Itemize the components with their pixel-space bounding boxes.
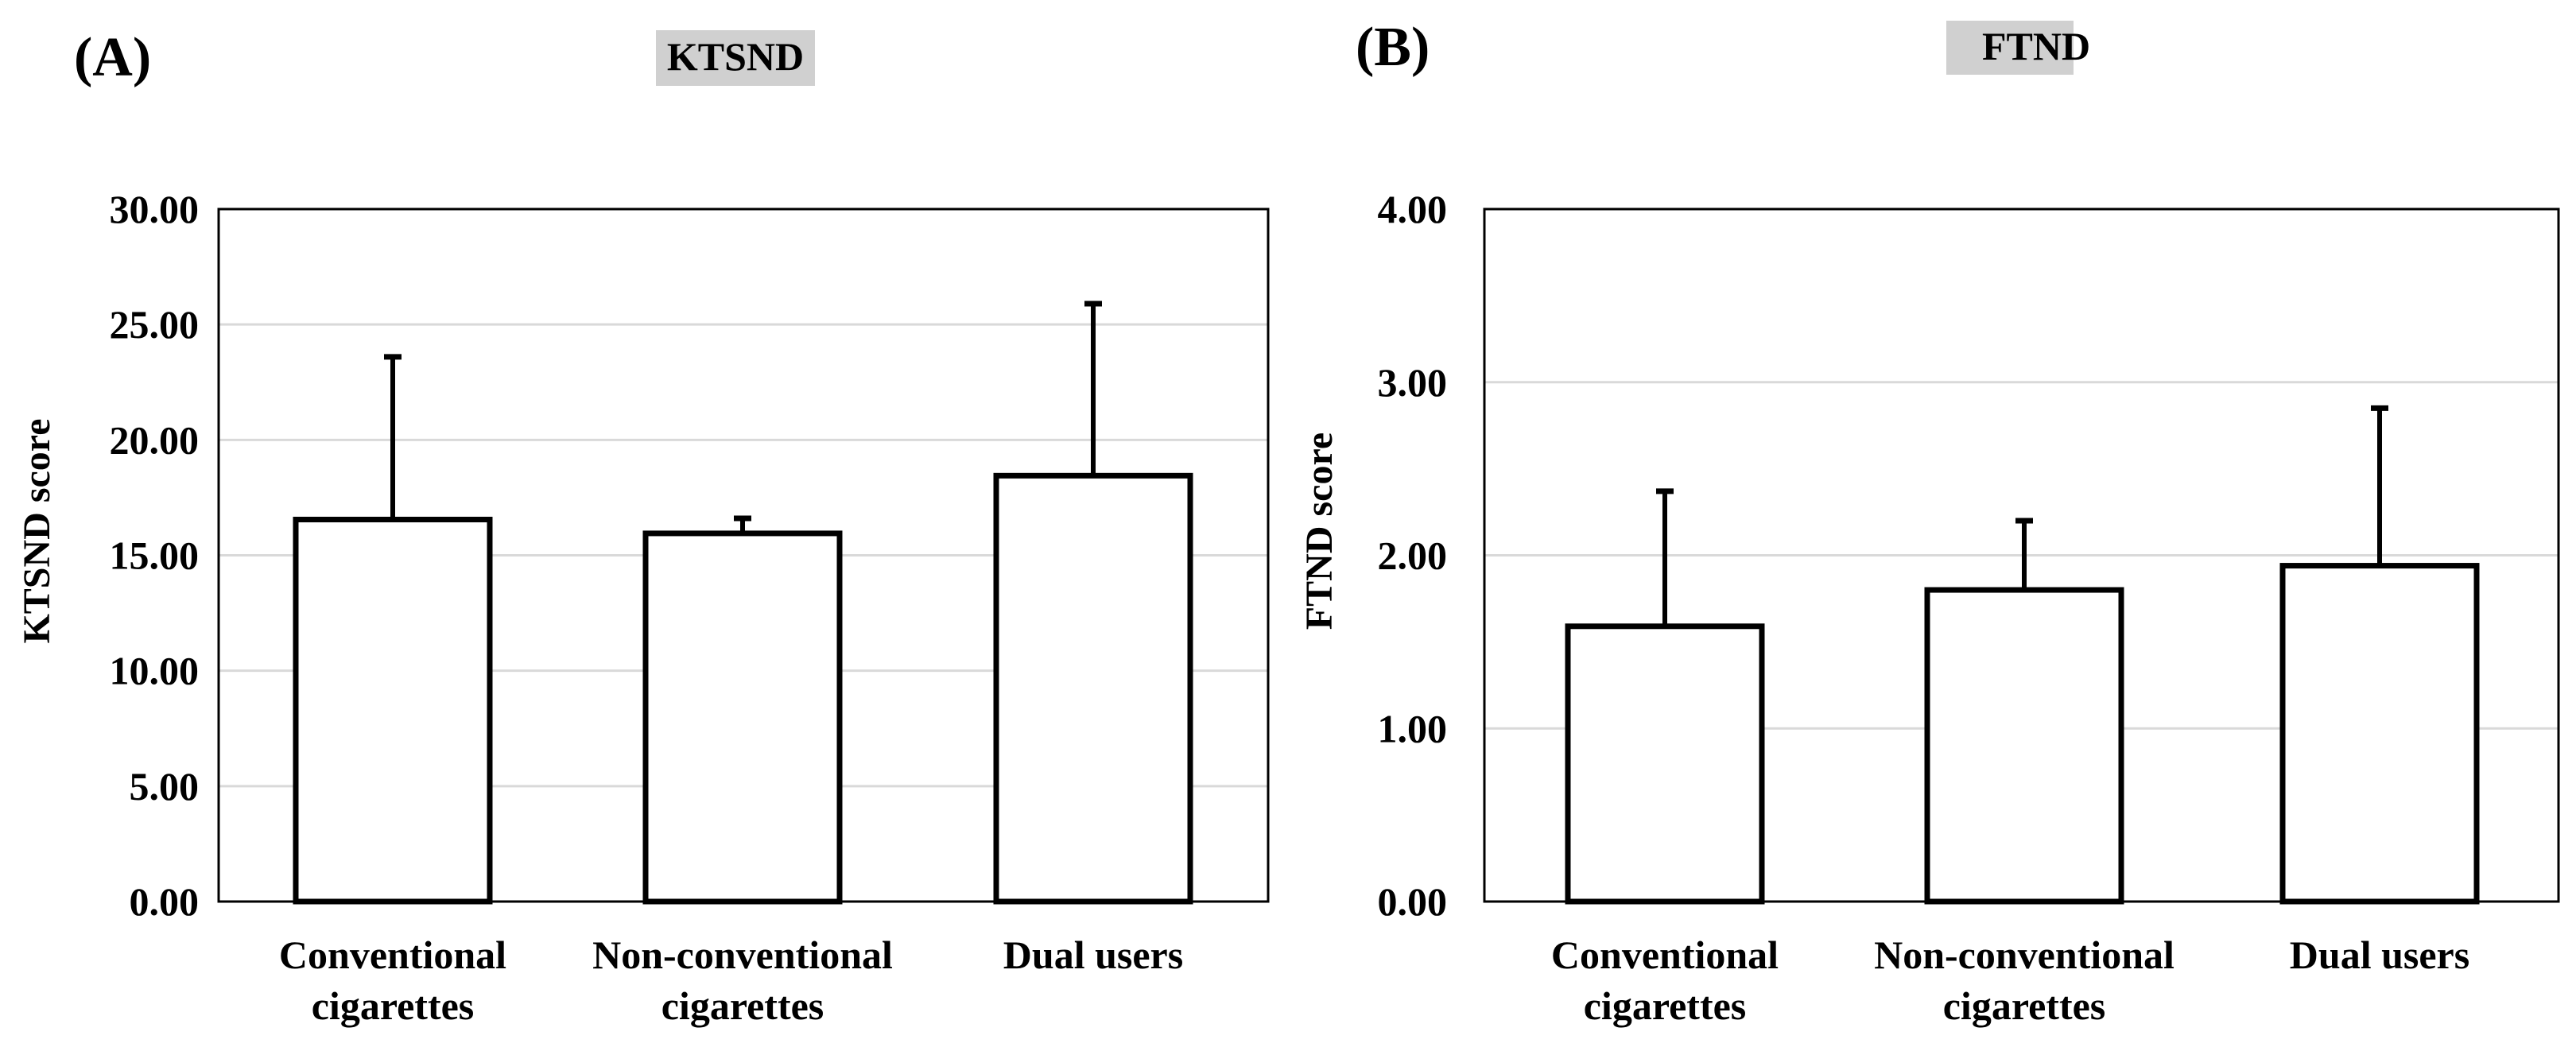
y-tick-label: 0.00 [130,879,200,924]
y-tick-label: 10.00 [110,649,200,693]
x-category-label: Conventional [1551,933,1779,977]
chart-title: FTND [1982,24,2090,68]
y-axis-label: KTSND score [16,418,58,643]
panel-label: (B) [1356,17,1430,78]
x-category-label: Dual users [2290,933,2469,977]
plot-frame [1483,207,2560,903]
y-axis-label: FTND score [1298,432,1340,630]
y-tick-label: 3.00 [1378,360,1448,405]
title-highlight [656,30,815,86]
x-category-label: cigarettes [661,983,824,1028]
chart-panel-b: (B) FTND 0.00 1.00 2.00 3.00 4.00 FTND score Con… [1298,17,2560,1028]
chart-panel-a: (A) KTSND 0.00 5.00 10.00 15.00 20.00 25.00 30.0… [16,27,1270,1028]
x-category-label: cigarettes [1943,983,2106,1028]
bar [993,472,1193,905]
y-tick-label: 15.00 [110,533,200,578]
y-tick-label: 2.00 [1378,533,1448,578]
x-category-label: Conventional [279,933,506,977]
x-category-label: Non-conventional [592,933,893,977]
title-highlight [1946,21,2074,75]
bar [1924,587,2124,905]
plot-frame [217,207,1270,903]
y-tick-label: 25.00 [110,302,200,347]
y-tick-label: 20.00 [110,417,200,462]
y-tick-label: 1.00 [1378,706,1448,750]
panel-label: (A) [74,27,151,88]
x-category-label: cigarettes [312,983,475,1028]
bar [293,516,493,905]
bar [642,530,843,905]
chart-title: KTSND [667,34,804,79]
y-tick-label: 4.00 [1378,187,1448,231]
bar [2279,563,2480,905]
x-category-label: Non-conventional [1874,933,2174,977]
y-tick-label: 30.00 [110,187,200,231]
y-tick-label: 0.00 [1378,879,1448,924]
x-category-label: cigarettes [1584,983,1747,1028]
bar [1565,623,1765,905]
x-category-label: Dual users [1003,933,1183,977]
y-tick-label: 5.00 [130,764,200,809]
